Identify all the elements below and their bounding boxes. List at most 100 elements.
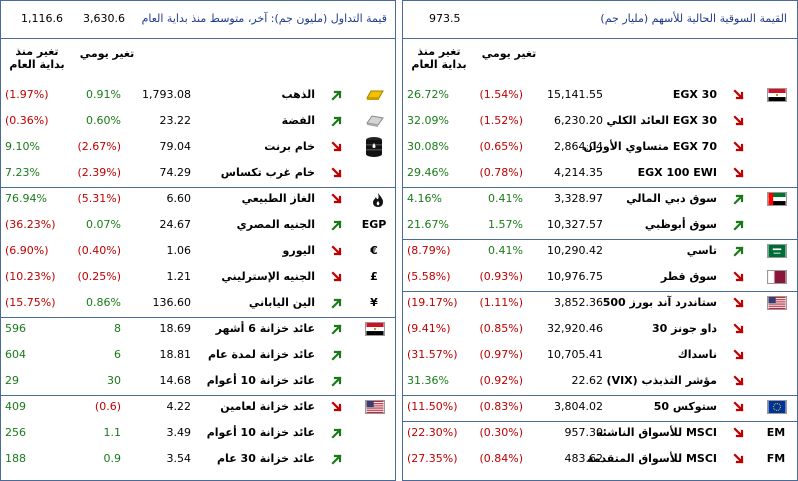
table-row: داو جونز 30 32,920.46 (0.85%) (9.41%) xyxy=(403,316,797,342)
instrument-name: الجنيه الإسترليني xyxy=(221,270,315,283)
daily-change: 0.60% xyxy=(86,114,121,127)
instrument-value: 1.21 xyxy=(166,270,192,283)
ytd-change: 4.16% xyxy=(407,192,442,205)
ytd-change: 604 xyxy=(5,348,26,361)
daily-change: (0.83%) xyxy=(479,400,523,413)
table-row: ناسداك 10,705.41 (0.97%) (31.57%) xyxy=(403,342,797,368)
daily-change: (5.31%) xyxy=(77,192,121,205)
instrument-value: 18.81 xyxy=(159,348,192,361)
instrument-name: EGX 70 متساوي الأوزان xyxy=(583,140,717,153)
instrument-name: داو جونز 30 xyxy=(651,322,717,335)
table-row: MSCI للأسواق المتقدمة 483.62 (0.84%) (27.35… xyxy=(403,446,797,472)
yen-symbol: ¥ xyxy=(370,296,378,309)
arrow-up-icon xyxy=(331,297,343,309)
daily-change: 1.57% xyxy=(488,218,523,231)
table-row: الجنيه المصري 24.67 0.07% (36.23%) EGP xyxy=(1,212,395,238)
ytd-change: 26.72% xyxy=(407,88,449,101)
emerging-markets-label: EM xyxy=(766,426,786,439)
instrument-value: 4,214.35 xyxy=(554,166,603,179)
table-row: سوق دبي المالي 3,328.97 0.41% 4.16% xyxy=(403,186,797,212)
ytd-change: 21.67% xyxy=(407,218,449,231)
instrument-value: 10,290.42 xyxy=(547,244,603,257)
instrument-name: تاسي xyxy=(686,244,717,257)
instrument-value: 3.49 xyxy=(166,426,192,439)
daily-change: 0.9 xyxy=(103,452,122,465)
table-row: الفضة 23.22 0.60% (0.36%) xyxy=(1,108,395,134)
ytd-change: (10.23%) xyxy=(5,270,56,283)
daily-change: 8 xyxy=(114,322,121,335)
instrument-value: 3.54 xyxy=(166,452,192,465)
instrument-name: سوق دبي المالي xyxy=(626,192,717,205)
daily-change: (0.6) xyxy=(94,400,121,413)
instrument-name: ستاندرد آند بورز 500 xyxy=(602,296,717,309)
daily-change: (0.65%) xyxy=(479,140,523,153)
flame-icon xyxy=(371,192,385,211)
market-cap-title: القيمة السوقية الحالية للأسهم (مليار جم) xyxy=(600,12,787,25)
daily-change: (0.97%) xyxy=(479,348,523,361)
daily-change: 0.91% xyxy=(86,88,121,101)
oil-barrel-icon xyxy=(363,136,385,161)
instrument-name: الجنيه المصري xyxy=(236,218,315,231)
instrument-name: عائد خزانة 10 أعوام xyxy=(206,426,315,439)
instrument-value: 22.62 xyxy=(571,374,604,387)
arrow-up-icon xyxy=(331,453,343,465)
ytd-change: 596 xyxy=(5,322,26,335)
instrument-name: سوق قطر xyxy=(660,270,717,283)
instrument-value: 3,328.97 xyxy=(554,192,603,205)
ytd-change: (8.79%) xyxy=(407,244,451,257)
table-row: EGX 70 متساوي الأوزان 2,864.04 (0.65%) 30.0… xyxy=(403,134,797,160)
ytd-change: 256 xyxy=(5,426,26,439)
instrument-value: 10,976.75 xyxy=(547,270,603,283)
instrument-value: 10,705.41 xyxy=(547,348,603,361)
section-divider xyxy=(403,395,797,396)
trading-value-latest: 3,630.6 xyxy=(83,12,125,25)
egypt-flag-icon xyxy=(365,322,385,336)
instrument-name: عائد خزانة لعامين xyxy=(220,400,315,413)
instrument-name: مؤشر التذبذب (VIX) xyxy=(606,374,717,387)
frontier-markets-label: FM xyxy=(766,452,786,465)
arrow-down-icon xyxy=(331,167,343,179)
instrument-value: 3,852.36 xyxy=(554,296,603,309)
ytd-change: 29 xyxy=(5,374,19,387)
daily-change: 0.41% xyxy=(488,192,523,205)
instrument-value: 10,327.57 xyxy=(547,218,603,231)
ytd-change: 188 xyxy=(5,452,26,465)
daily-change: 0.86% xyxy=(86,296,121,309)
instrument-name: الغاز الطبيعي xyxy=(241,192,315,205)
ytd-change: 7.23% xyxy=(5,166,40,179)
instrument-name: الين الياباني xyxy=(248,296,315,309)
instrument-name: خام برنت xyxy=(264,140,315,153)
saudi-flag-icon xyxy=(767,244,787,258)
market-cap-header: القيمة السوقية الحالية للأسهم (مليار جم)… xyxy=(403,1,797,39)
arrow-up-icon xyxy=(331,89,343,101)
daily-change: (0.25%) xyxy=(77,270,121,283)
table-row: تاسي 10,290.42 0.41% (8.79%) xyxy=(403,238,797,264)
ytd-change: 9.10% xyxy=(5,140,40,153)
egp-symbol: EGP xyxy=(361,218,387,231)
euro-symbol: € xyxy=(370,244,378,257)
arrow-down-icon xyxy=(331,141,343,153)
ytd-change: (19.17%) xyxy=(407,296,458,309)
instrument-name: الذهب xyxy=(281,88,315,101)
table-row: الغاز الطبيعي 6.60 (5.31%) 76.94% xyxy=(1,186,395,212)
instrument-name: عائد خزانة 10 أعوام xyxy=(206,374,315,387)
arrow-down-icon xyxy=(331,271,343,283)
ytd-change: (9.41%) xyxy=(407,322,451,335)
instrument-value: 136.60 xyxy=(152,296,192,309)
instrument-value: 1.06 xyxy=(166,244,192,257)
table-row: سوق أبوظبي 10,327.57 1.57% 21.67% xyxy=(403,212,797,238)
arrow-down-icon xyxy=(331,401,343,413)
arrow-down-icon xyxy=(733,271,745,283)
instrument-value: 483.62 xyxy=(564,452,604,465)
ytd-change: (6.90%) xyxy=(5,244,49,257)
usa-flag-icon xyxy=(767,296,787,310)
arrow-up-icon xyxy=(331,115,343,127)
gold-bar-icon xyxy=(365,88,385,105)
daily-change: (0.84%) xyxy=(479,452,523,465)
ytd-change: (1.97%) xyxy=(5,88,49,101)
table-row: الين الياباني 136.60 0.86% (15.75%) ¥ xyxy=(1,290,395,316)
arrow-up-icon xyxy=(331,427,343,439)
arrow-down-icon xyxy=(331,193,343,205)
table-row: عائد خزانة لعامين 4.22 (0.6) 409 xyxy=(1,394,395,420)
market-cap-value: 973.5 xyxy=(429,12,461,25)
